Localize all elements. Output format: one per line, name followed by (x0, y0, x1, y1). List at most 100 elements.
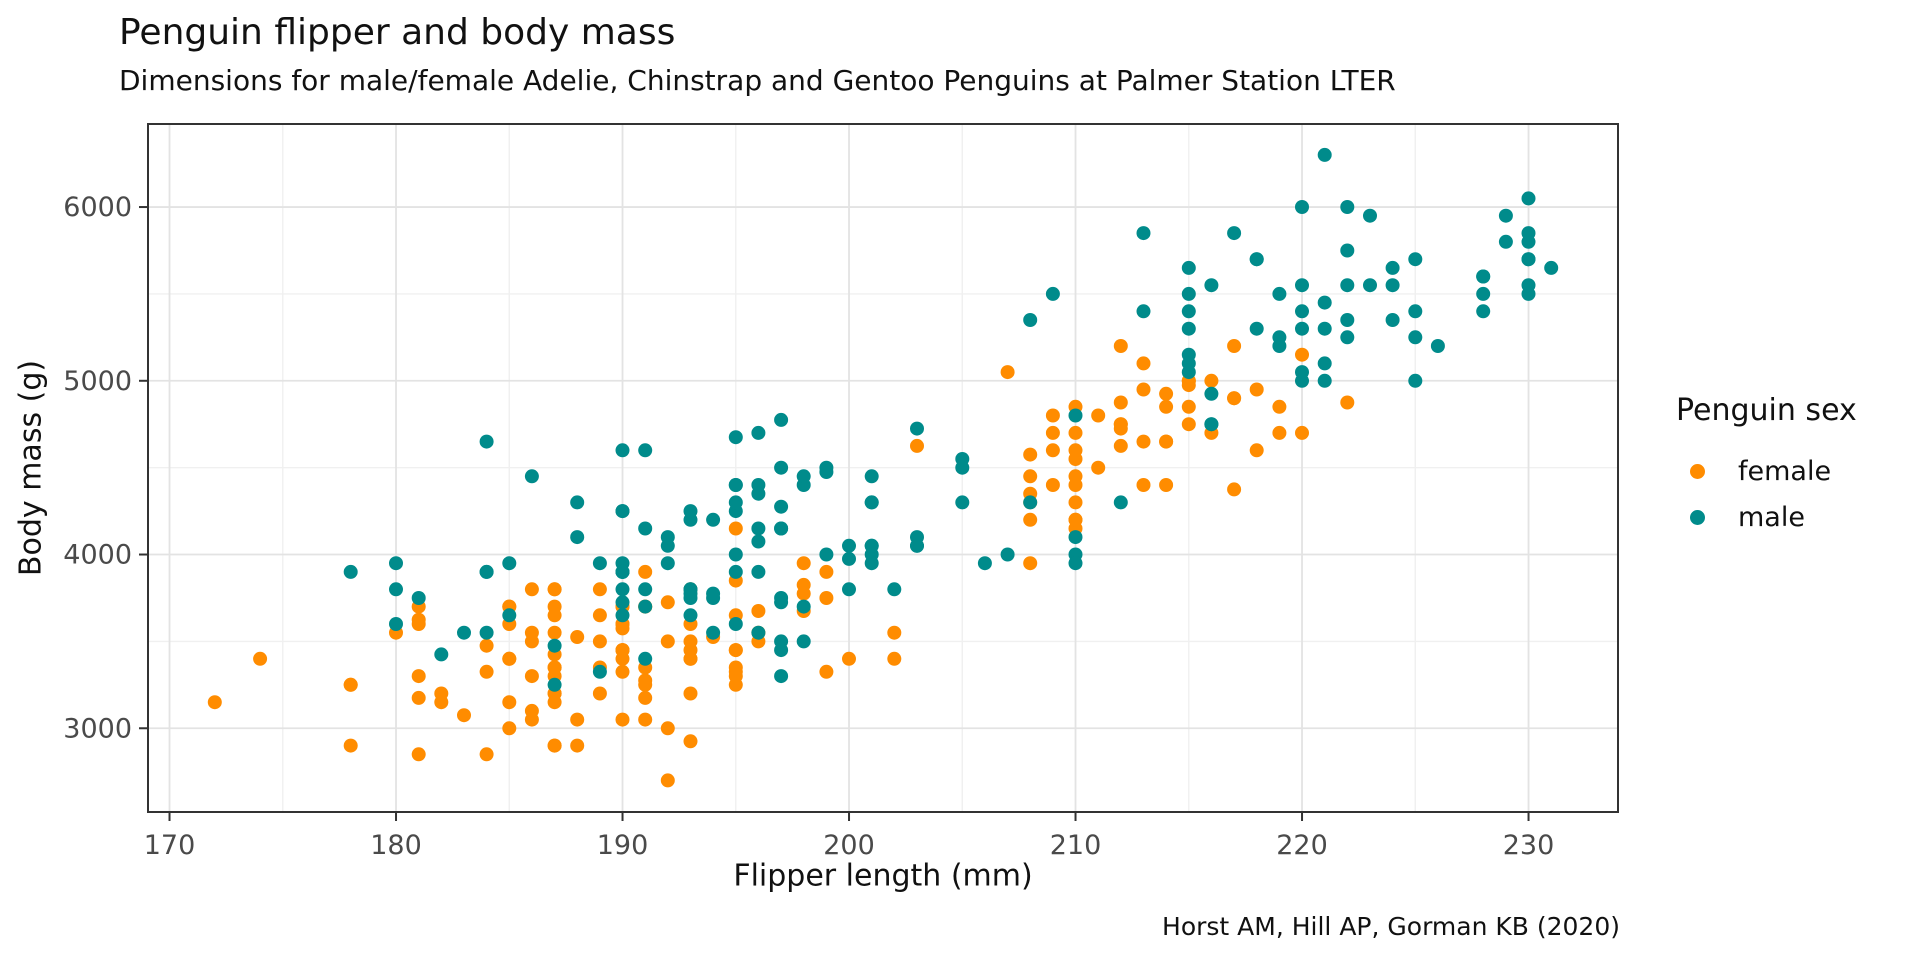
data-point-female (887, 625, 902, 640)
data-point-male (1023, 495, 1038, 510)
data-point-male (728, 564, 743, 579)
data-point-male (1385, 313, 1400, 327)
data-point-female (592, 634, 607, 649)
data-point-male (751, 521, 766, 536)
data-point-male (1476, 304, 1491, 319)
data-point-male (706, 512, 721, 527)
data-point-female (1068, 512, 1083, 527)
data-point-male (796, 599, 811, 614)
data-point-female (1136, 356, 1151, 371)
data-point-female (547, 738, 562, 753)
x-axis-title: Flipper length (mm) (733, 858, 1033, 894)
data-point-female (1023, 469, 1038, 484)
data-point-female (1272, 399, 1287, 414)
data-point-male (502, 608, 517, 623)
data-point-female (343, 738, 358, 753)
data-point-male (1136, 226, 1151, 241)
y-axis-title: Body mass (g) (13, 359, 49, 577)
data-point-male (1227, 226, 1242, 241)
data-point-male (910, 538, 924, 553)
data-point-male (751, 534, 766, 549)
data-point-male (1204, 417, 1219, 432)
data-point-male (1295, 373, 1309, 388)
data-point-male (864, 538, 879, 553)
data-point-male (728, 430, 743, 445)
data-point-female (728, 669, 743, 684)
x-axis-tick-label: 190 (597, 830, 649, 861)
data-point-female (411, 747, 426, 762)
data-point-male (615, 564, 630, 579)
data-point-male (1272, 330, 1287, 345)
data-point-female (910, 438, 924, 453)
data-point-male (728, 547, 743, 562)
panel-border (147, 123, 1619, 813)
data-point-male (1136, 304, 1151, 319)
data-point-male (683, 504, 698, 519)
data-point-female (1113, 417, 1128, 432)
data-point-male (1385, 260, 1400, 275)
data-point-male (1023, 313, 1038, 327)
data-point-female (638, 677, 653, 692)
data-point-male (774, 412, 789, 427)
data-point-female (1091, 460, 1106, 475)
data-point-male (615, 595, 630, 610)
data-point-male (1295, 321, 1309, 336)
y-axis-tick-label: 6000 (63, 192, 132, 223)
data-point-male (1068, 530, 1083, 545)
data-point-female (1045, 443, 1060, 458)
data-point-female (796, 556, 811, 571)
data-point-male (389, 617, 403, 631)
y-axis-tick-label: 3000 (63, 713, 132, 744)
data-point-female (728, 521, 743, 536)
data-point-female (751, 604, 766, 618)
data-point-male (1272, 286, 1287, 301)
data-point-male (728, 478, 743, 492)
data-point-male (1408, 304, 1423, 319)
data-point-male (1363, 208, 1377, 223)
legend-title: Penguin sex (1676, 393, 1857, 428)
data-point-male (1317, 356, 1332, 371)
data-point-female (457, 708, 471, 723)
data-point-male (774, 669, 789, 684)
legend-entry-female: female (1676, 452, 1857, 490)
data-point-female (253, 651, 268, 666)
data-point-male (570, 530, 585, 545)
legend-key-male-dot (1690, 509, 1705, 525)
y-axis-tick-label: 4000 (63, 540, 132, 571)
data-point-female (434, 695, 449, 710)
data-point-female (1136, 478, 1151, 492)
data-point-female (842, 651, 856, 666)
data-point-male (570, 495, 585, 510)
data-point-female (1249, 443, 1264, 458)
data-point-male (683, 586, 698, 601)
data-point-female (524, 712, 539, 727)
data-point-female (547, 608, 562, 623)
data-point-male (864, 556, 879, 571)
data-point-female (638, 690, 653, 705)
data-point-female (411, 617, 426, 631)
data-point-male (1408, 373, 1423, 388)
data-point-male (638, 521, 653, 536)
data-point-female (411, 669, 426, 684)
data-point-female (1181, 399, 1196, 414)
data-point-male (547, 638, 562, 653)
data-point-male (683, 608, 698, 623)
data-point-male (1498, 208, 1513, 223)
data-point-male (1000, 547, 1015, 562)
data-point-male (1521, 191, 1536, 206)
x-axis-tick-label: 220 (1276, 830, 1328, 861)
data-point-female (1113, 339, 1128, 353)
data-point-female (819, 664, 834, 679)
data-point-female (479, 747, 494, 762)
data-point-male (1317, 321, 1332, 336)
data-point-female (615, 712, 630, 727)
data-point-female (1023, 512, 1038, 527)
data-point-female (1340, 395, 1355, 410)
data-point-male (479, 434, 494, 449)
legend-key-female-dot (1690, 463, 1705, 479)
data-point-male (706, 586, 721, 601)
data-point-female (479, 638, 494, 653)
data-point-female (1295, 425, 1309, 440)
data-point-male (1385, 278, 1400, 293)
